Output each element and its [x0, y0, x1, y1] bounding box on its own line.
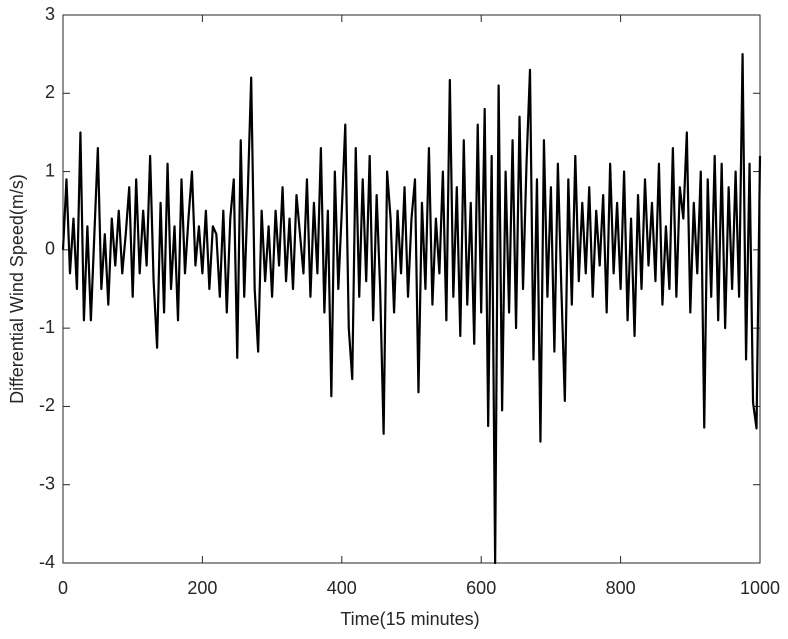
- x-tick-label: 400: [327, 578, 357, 598]
- y-tick-label: 1: [45, 160, 55, 180]
- y-axis-label: Differential Wind Speed(m/s): [7, 174, 27, 404]
- x-tick-label: 0: [58, 578, 68, 598]
- y-tick-label: -3: [39, 473, 55, 493]
- y-tick-label: 2: [45, 82, 55, 102]
- x-axis-label: Time(15 minutes): [340, 609, 479, 629]
- plot-frame: [62, 14, 761, 564]
- y-tick-label: 0: [45, 239, 55, 259]
- x-tick-label: 800: [606, 578, 636, 598]
- x-tick-label: 600: [466, 578, 496, 598]
- y-tick-label: -4: [39, 552, 55, 572]
- x-tick-label: 1000: [740, 578, 780, 598]
- y-tick-label: 3: [45, 4, 55, 24]
- data-line: [61, 53, 762, 565]
- y-tick-label: -1: [39, 317, 55, 337]
- x-tick-label: 200: [187, 578, 217, 598]
- y-tick-label: -2: [39, 395, 55, 415]
